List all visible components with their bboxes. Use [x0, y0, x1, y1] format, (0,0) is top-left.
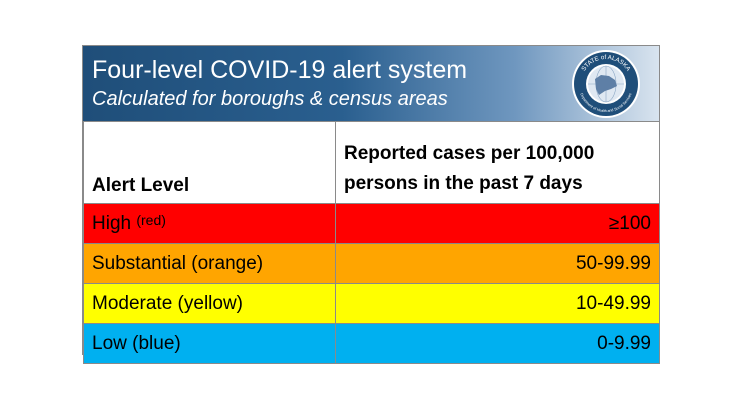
alert-level-table: Alert Level Reported cases per 100,000 p…	[83, 121, 660, 364]
level-cell-low: Low (blue)	[83, 323, 336, 364]
level-color-label-high: (red)	[136, 212, 166, 228]
table-row-substantial: Substantial (orange) 50-99.99	[83, 243, 660, 284]
level-cell-high: High (red)	[83, 203, 336, 244]
range-cell-high: ≥100	[335, 203, 660, 244]
table-row-low: Low (blue) 0-9.99	[83, 323, 660, 364]
table-row-high: High (red) ≥100	[83, 203, 660, 244]
level-cell-moderate: Moderate (yellow)	[83, 283, 336, 324]
alert-system-card: Four-level COVID-19 alert system Calcula…	[82, 45, 660, 364]
header-alert-level: Alert Level	[83, 121, 336, 204]
level-cell-substantial: Substantial (orange)	[83, 243, 336, 284]
table-header-row: Alert Level Reported cases per 100,000 p…	[83, 121, 660, 204]
level-name-high: High	[92, 213, 132, 234]
header-reported-cases: Reported cases per 100,000 persons in th…	[335, 121, 660, 204]
page-subtitle: Calculated for boroughs & census areas	[92, 88, 448, 110]
range-cell-substantial: 50-99.99	[335, 243, 660, 284]
table-row-moderate: Moderate (yellow) 10-49.99	[83, 283, 660, 324]
page-title: Four-level COVID-19 alert system	[92, 56, 468, 84]
title-banner: Four-level COVID-19 alert system Calcula…	[83, 46, 659, 121]
range-cell-low: 0-9.99	[335, 323, 660, 364]
range-cell-moderate: 10-49.99	[335, 283, 660, 324]
state-of-alaska-seal-icon: STATE of ALASKA Department of Health and…	[572, 50, 640, 118]
